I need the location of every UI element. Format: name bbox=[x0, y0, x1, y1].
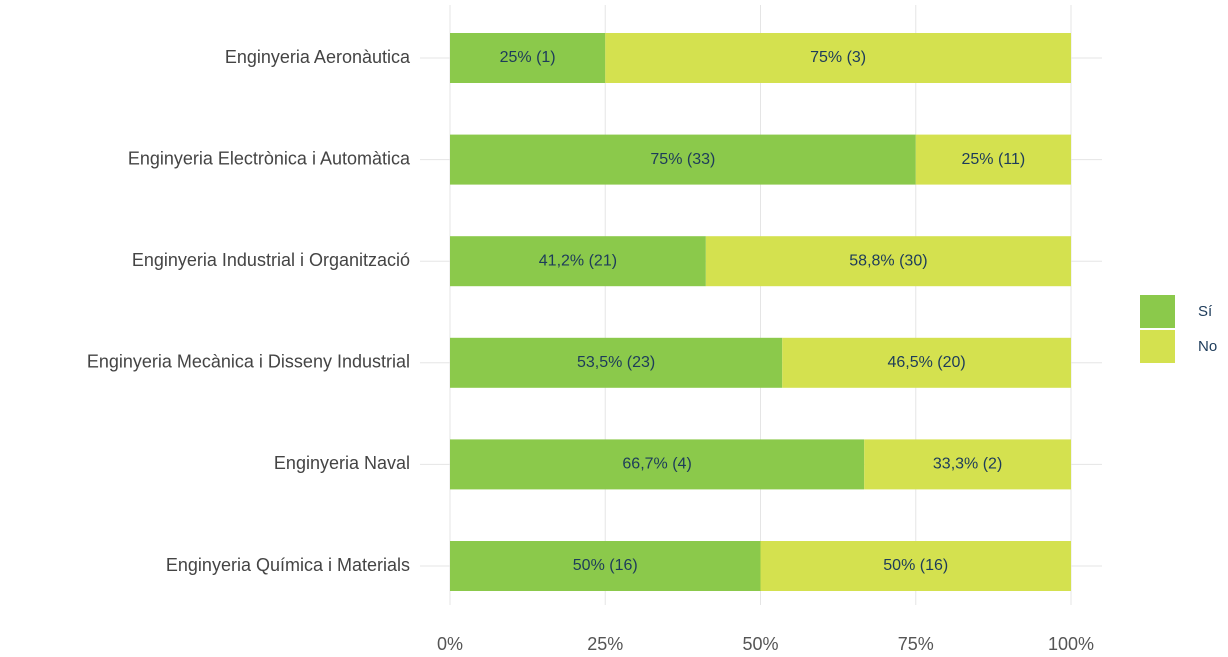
data-label: 66,7% (4) bbox=[622, 456, 691, 473]
bar-segment bbox=[782, 337, 1071, 388]
x-tick-label: 75% bbox=[898, 634, 934, 654]
bar-segment bbox=[864, 439, 1071, 490]
bar-segment bbox=[450, 33, 606, 83]
legend-swatch bbox=[1140, 295, 1175, 328]
data-label: 33,3% (2) bbox=[933, 456, 1002, 473]
bar-segment bbox=[605, 33, 1071, 83]
data-label: 58,8% (30) bbox=[849, 252, 927, 269]
bar-segment bbox=[450, 337, 783, 388]
data-label: 25% (1) bbox=[500, 49, 556, 66]
bar-segment bbox=[450, 134, 916, 185]
x-tick-label: 25% bbox=[587, 634, 623, 654]
data-label: 75% (33) bbox=[650, 151, 715, 168]
bar-segment bbox=[450, 236, 706, 287]
y-tick-label: Enginyeria Industrial i Organització bbox=[132, 250, 410, 270]
y-tick-label: Enginyeria Electrònica i Automàtica bbox=[128, 148, 411, 168]
data-label: 75% (3) bbox=[810, 49, 866, 66]
legend-swatch bbox=[1140, 330, 1175, 363]
y-tick-label: Enginyeria Mecànica i Disseny Industrial bbox=[87, 352, 410, 372]
x-tick-label: 100% bbox=[1048, 634, 1094, 654]
data-label: 50% (16) bbox=[883, 557, 948, 574]
data-label: 53,5% (23) bbox=[577, 354, 655, 371]
y-tick-label: Enginyeria Naval bbox=[274, 453, 410, 473]
legend-label: No bbox=[1198, 338, 1217, 355]
x-tick-label: 0% bbox=[437, 634, 463, 654]
data-label: 50% (16) bbox=[573, 557, 638, 574]
y-tick-label: Enginyeria Aeronàutica bbox=[225, 47, 411, 67]
bar-segment bbox=[760, 541, 1071, 591]
legend-label: Sí bbox=[1198, 303, 1213, 320]
bar-segment bbox=[915, 134, 1071, 185]
y-tick-label: Enginyeria Química i Materials bbox=[166, 555, 410, 575]
data-label: 25% (11) bbox=[962, 151, 1026, 168]
bar-segment bbox=[450, 541, 761, 591]
bar-segment bbox=[705, 236, 1071, 287]
x-tick-label: 50% bbox=[742, 634, 778, 654]
bar-segment bbox=[450, 439, 865, 490]
data-label: 46,5% (20) bbox=[887, 354, 965, 371]
data-label: 41,2% (21) bbox=[539, 252, 617, 269]
